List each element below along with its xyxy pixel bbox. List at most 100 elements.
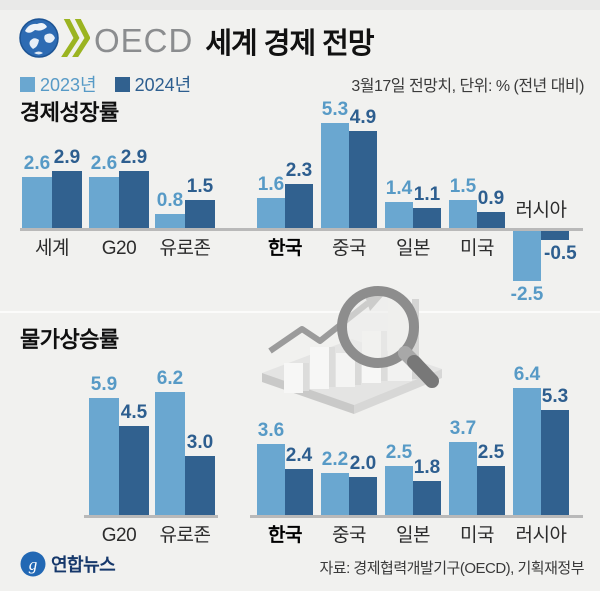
bar-세계-2023년 (22, 177, 52, 230)
legend-label-2024: 2024년 (134, 75, 192, 95)
category-label-G20: G20 (101, 238, 137, 259)
chart-legend: 2023년 2024년 (20, 71, 191, 97)
category-label-러시아: 러시아 (515, 200, 567, 221)
value-label-중국-2024년: 2.0 (349, 453, 377, 474)
value-label-일본-2023년: 2.5 (385, 442, 413, 463)
yonhap-logo-icon: g (20, 551, 46, 577)
legend-item-2024: 2024년 (114, 71, 192, 97)
value-label-G20-2023년: 2.6 (90, 153, 118, 174)
value-label-세계-2024년: 2.9 (53, 147, 81, 168)
section-divider (0, 311, 600, 313)
bar-한국-2024년 (285, 184, 313, 230)
value-label-일본-2024년: 1.8 (413, 457, 441, 478)
bar-중국-2023년 (321, 123, 349, 230)
bar-한국-2023년 (257, 198, 285, 230)
value-label-유로존-2023년: 0.8 (156, 190, 184, 211)
bar-미국-2023년 (449, 200, 477, 230)
value-label-G20-2023년: 5.9 (90, 374, 118, 395)
category-label-중국: 중국 (332, 525, 366, 546)
bar-일본-2024년 (413, 481, 441, 517)
category-label-세계: 세계 (35, 238, 69, 259)
category-label-중국: 중국 (332, 238, 366, 259)
bar-일본-2023년 (385, 466, 413, 517)
bar-유로존-2023년 (155, 214, 185, 230)
bar-일본-2023년 (385, 202, 413, 230)
bar-G20-2023년 (89, 398, 119, 517)
value-label-미국-2023년: 3.7 (449, 418, 477, 439)
value-label-세계-2023년: 2.6 (23, 153, 51, 174)
bar-한국-2024년 (285, 469, 313, 517)
category-label-유로존: 유로존 (159, 525, 211, 546)
inflation-chart-title: 물가상승률 (20, 327, 119, 352)
bar-중국-2024년 (349, 131, 377, 230)
value-label-미국-2023년: 1.5 (449, 176, 477, 197)
bar-미국-2023년 (449, 442, 477, 517)
legend-item-2023: 2023년 (20, 71, 97, 97)
category-label-한국: 한국 (268, 525, 302, 546)
source-credit: 자료: 경제협력개발기구(OECD), 기획재정부 (319, 560, 585, 577)
value-label-유로존-2023년: 6.2 (156, 368, 184, 389)
value-label-미국-2024년: 2.5 (477, 442, 505, 463)
legend-label-2023: 2023년 (40, 75, 97, 95)
svg-text:g: g (29, 555, 38, 574)
category-label-러시아: 러시아 (515, 525, 567, 546)
bar-유로존-2024년 (185, 456, 215, 517)
bar-G20-2024년 (119, 426, 149, 517)
bar-세계-2024년 (52, 171, 82, 230)
value-label-일본-2023년: 1.4 (385, 178, 413, 199)
value-label-G20-2024년: 4.5 (120, 402, 148, 423)
category-label-일본: 일본 (396, 238, 430, 259)
bar-유로존-2023년 (155, 392, 185, 517)
growth-chart-title: 경제성장률 (20, 100, 119, 125)
value-label-러시아-2023년: -2.5 (510, 284, 544, 305)
value-label-러시아-2024년: 5.3 (541, 386, 569, 407)
category-label-유로존: 유로존 (159, 238, 211, 259)
bar-G20-2024년 (119, 171, 149, 230)
page-title: 세계 경제 전망 (205, 27, 374, 60)
value-label-한국-2023년: 3.6 (257, 420, 285, 441)
bar-러시아-2023년 (513, 388, 541, 517)
category-label-미국: 미국 (460, 238, 494, 259)
brand-name: 연합뉴스 (51, 555, 116, 575)
bar-한국-2023년 (257, 444, 285, 517)
oecd-wordmark: OECD (94, 21, 194, 59)
bar-중국-2024년 (349, 477, 377, 517)
value-label-한국-2023년: 1.6 (257, 174, 285, 195)
inflation-axis-baseline-right (250, 515, 583, 518)
bar-유로존-2024년 (185, 200, 215, 230)
globe-icon (19, 18, 91, 58)
bar-러시아-2023년 (513, 230, 541, 281)
yonhap-brand: g 연합뉴스 (20, 551, 116, 577)
bar-러시아-2024년 (541, 230, 569, 240)
value-label-중국-2023년: 5.3 (321, 99, 349, 120)
category-label-한국: 한국 (268, 238, 302, 259)
value-label-한국-2024년: 2.3 (285, 160, 313, 181)
header: OECD 세계 경제 전망 (18, 16, 375, 65)
value-label-중국-2023년: 2.2 (321, 449, 349, 470)
category-label-G20: G20 (101, 525, 137, 546)
oecd-logo (18, 16, 91, 65)
bar-G20-2023년 (89, 177, 119, 230)
bar-중국-2023년 (321, 473, 349, 517)
value-label-일본-2024년: 1.1 (413, 184, 441, 205)
value-label-G20-2024년: 2.9 (120, 147, 148, 168)
legend-swatch-2023 (20, 76, 35, 92)
value-label-중국-2024년: 4.9 (349, 107, 377, 128)
value-label-미국-2024년: 0.9 (477, 188, 505, 209)
forecast-note: 3월17일 전망치, 단위: % (전년 대비) (351, 78, 584, 95)
value-label-러시아-2024년: -0.5 (544, 243, 577, 264)
legend-swatch-2024 (114, 76, 130, 92)
bar-미국-2024년 (477, 466, 505, 517)
bar-일본-2024년 (413, 208, 441, 230)
magnifier-chart-illustration (256, 281, 448, 420)
category-label-미국: 미국 (460, 525, 494, 546)
category-label-일본: 일본 (396, 525, 430, 546)
bar-미국-2024년 (477, 212, 505, 230)
oecd-chevrons-icon (61, 19, 91, 57)
value-label-유로존-2024년: 3.0 (186, 432, 214, 453)
top-edge-strip (0, 0, 600, 10)
growth-axis-baseline (20, 228, 583, 231)
value-label-유로존-2024년: 1.5 (186, 176, 214, 197)
bar-러시아-2024년 (541, 410, 569, 517)
